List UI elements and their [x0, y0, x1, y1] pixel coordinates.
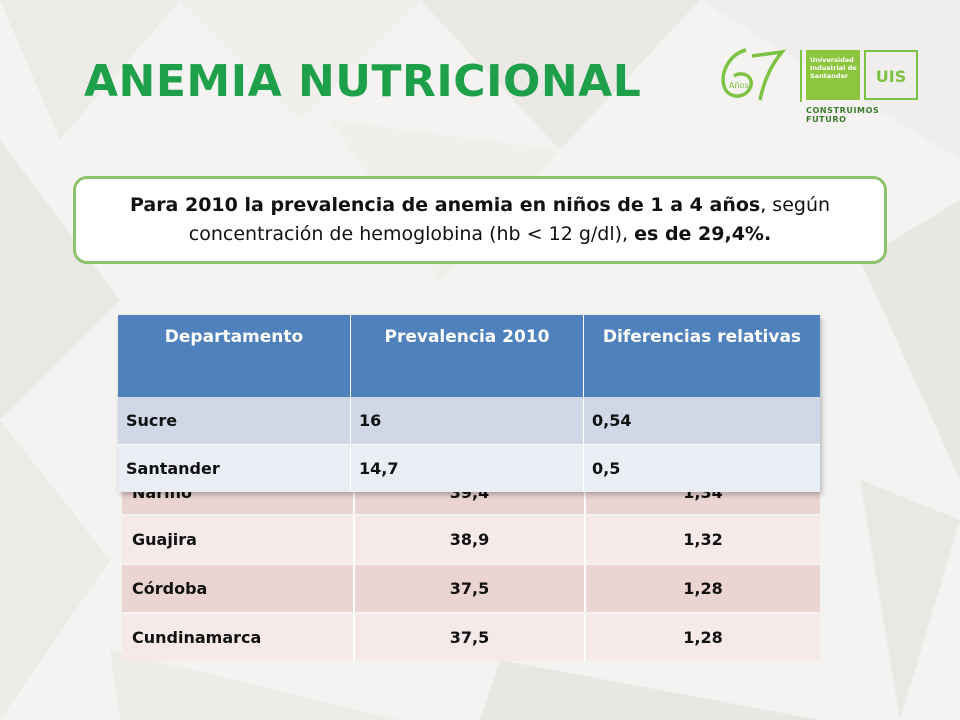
prevalence-callout: Para 2010 la prevalencia de anemia en ni…	[73, 176, 887, 264]
cell-diferencia: 0,54	[592, 411, 632, 430]
cell-prevalencia: 37,5	[355, 614, 586, 661]
page-title: ANEMIA NUTRICIONAL	[84, 56, 642, 107]
table-row: Cundinamarca 37,5 1,28	[122, 614, 820, 661]
cell-prevalencia: 38,9	[355, 516, 586, 563]
university-name: Universidad Industrial de Santander	[810, 56, 857, 80]
table-row: Santander 14,7 0,5	[118, 444, 820, 492]
table-row: Guajira 38,9 1,32	[122, 516, 820, 563]
cell-departamento: Cundinamarca	[122, 614, 355, 661]
table-header: Departamento Prevalencia 2010 Diferencia…	[118, 315, 820, 397]
uis-logo: Años Universidad Industrial de Santander…	[712, 44, 918, 124]
cell-diferencia: 0,5	[592, 459, 621, 478]
cell-departamento: Guajira	[122, 516, 355, 563]
anniversary-label: Años	[729, 81, 749, 90]
cell-departamento: Santander	[118, 445, 351, 492]
cell-departamento: Córdoba	[122, 565, 355, 612]
callout-text: Para 2010 la prevalencia de anemia en ni…	[90, 191, 870, 249]
cell-prevalencia: 37,5	[355, 565, 586, 612]
cell-prevalencia: 14,7	[351, 445, 584, 492]
front-table: Departamento Prevalencia 2010 Diferencia…	[118, 315, 820, 492]
logo-divider	[800, 50, 802, 102]
header-prevalencia: Prevalencia 2010	[351, 315, 584, 397]
cell-prevalencia: 16	[351, 397, 584, 444]
callout-bold-intro: Para 2010 la prevalencia de anemia en ni…	[129, 194, 761, 216]
anniversary-67-mark: Años	[721, 48, 787, 101]
back-table: Nariño 39,4 1,34 Guajira 38,9 1,32 Córdo…	[122, 470, 820, 663]
uis-seal: UIS	[864, 50, 918, 100]
callout-middle: , según concentración de hemoglobina (hb…	[188, 194, 831, 245]
cell-departamento: Sucre	[118, 397, 351, 444]
cell-diferencia: 1,28	[586, 565, 820, 612]
logo-tagline: CONSTRUIMOS FUTURO	[806, 106, 880, 124]
table-row: Sucre 16 0,54	[118, 397, 820, 444]
university-name-box: Universidad Industrial de Santander	[806, 50, 860, 100]
callout-bold-value: es de 29,4%.	[634, 223, 772, 245]
uis-seal-icon: UIS	[876, 67, 906, 86]
cell-diferencia: 1,28	[586, 614, 820, 661]
uis-seal-text: UIS	[876, 67, 906, 86]
header-diferencias: Diferencias relativas	[602, 327, 802, 347]
table-row: Córdoba 37,5 1,28	[122, 565, 820, 612]
cell-diferencia: 1,32	[586, 516, 820, 563]
header-departamento: Departamento	[118, 315, 351, 397]
